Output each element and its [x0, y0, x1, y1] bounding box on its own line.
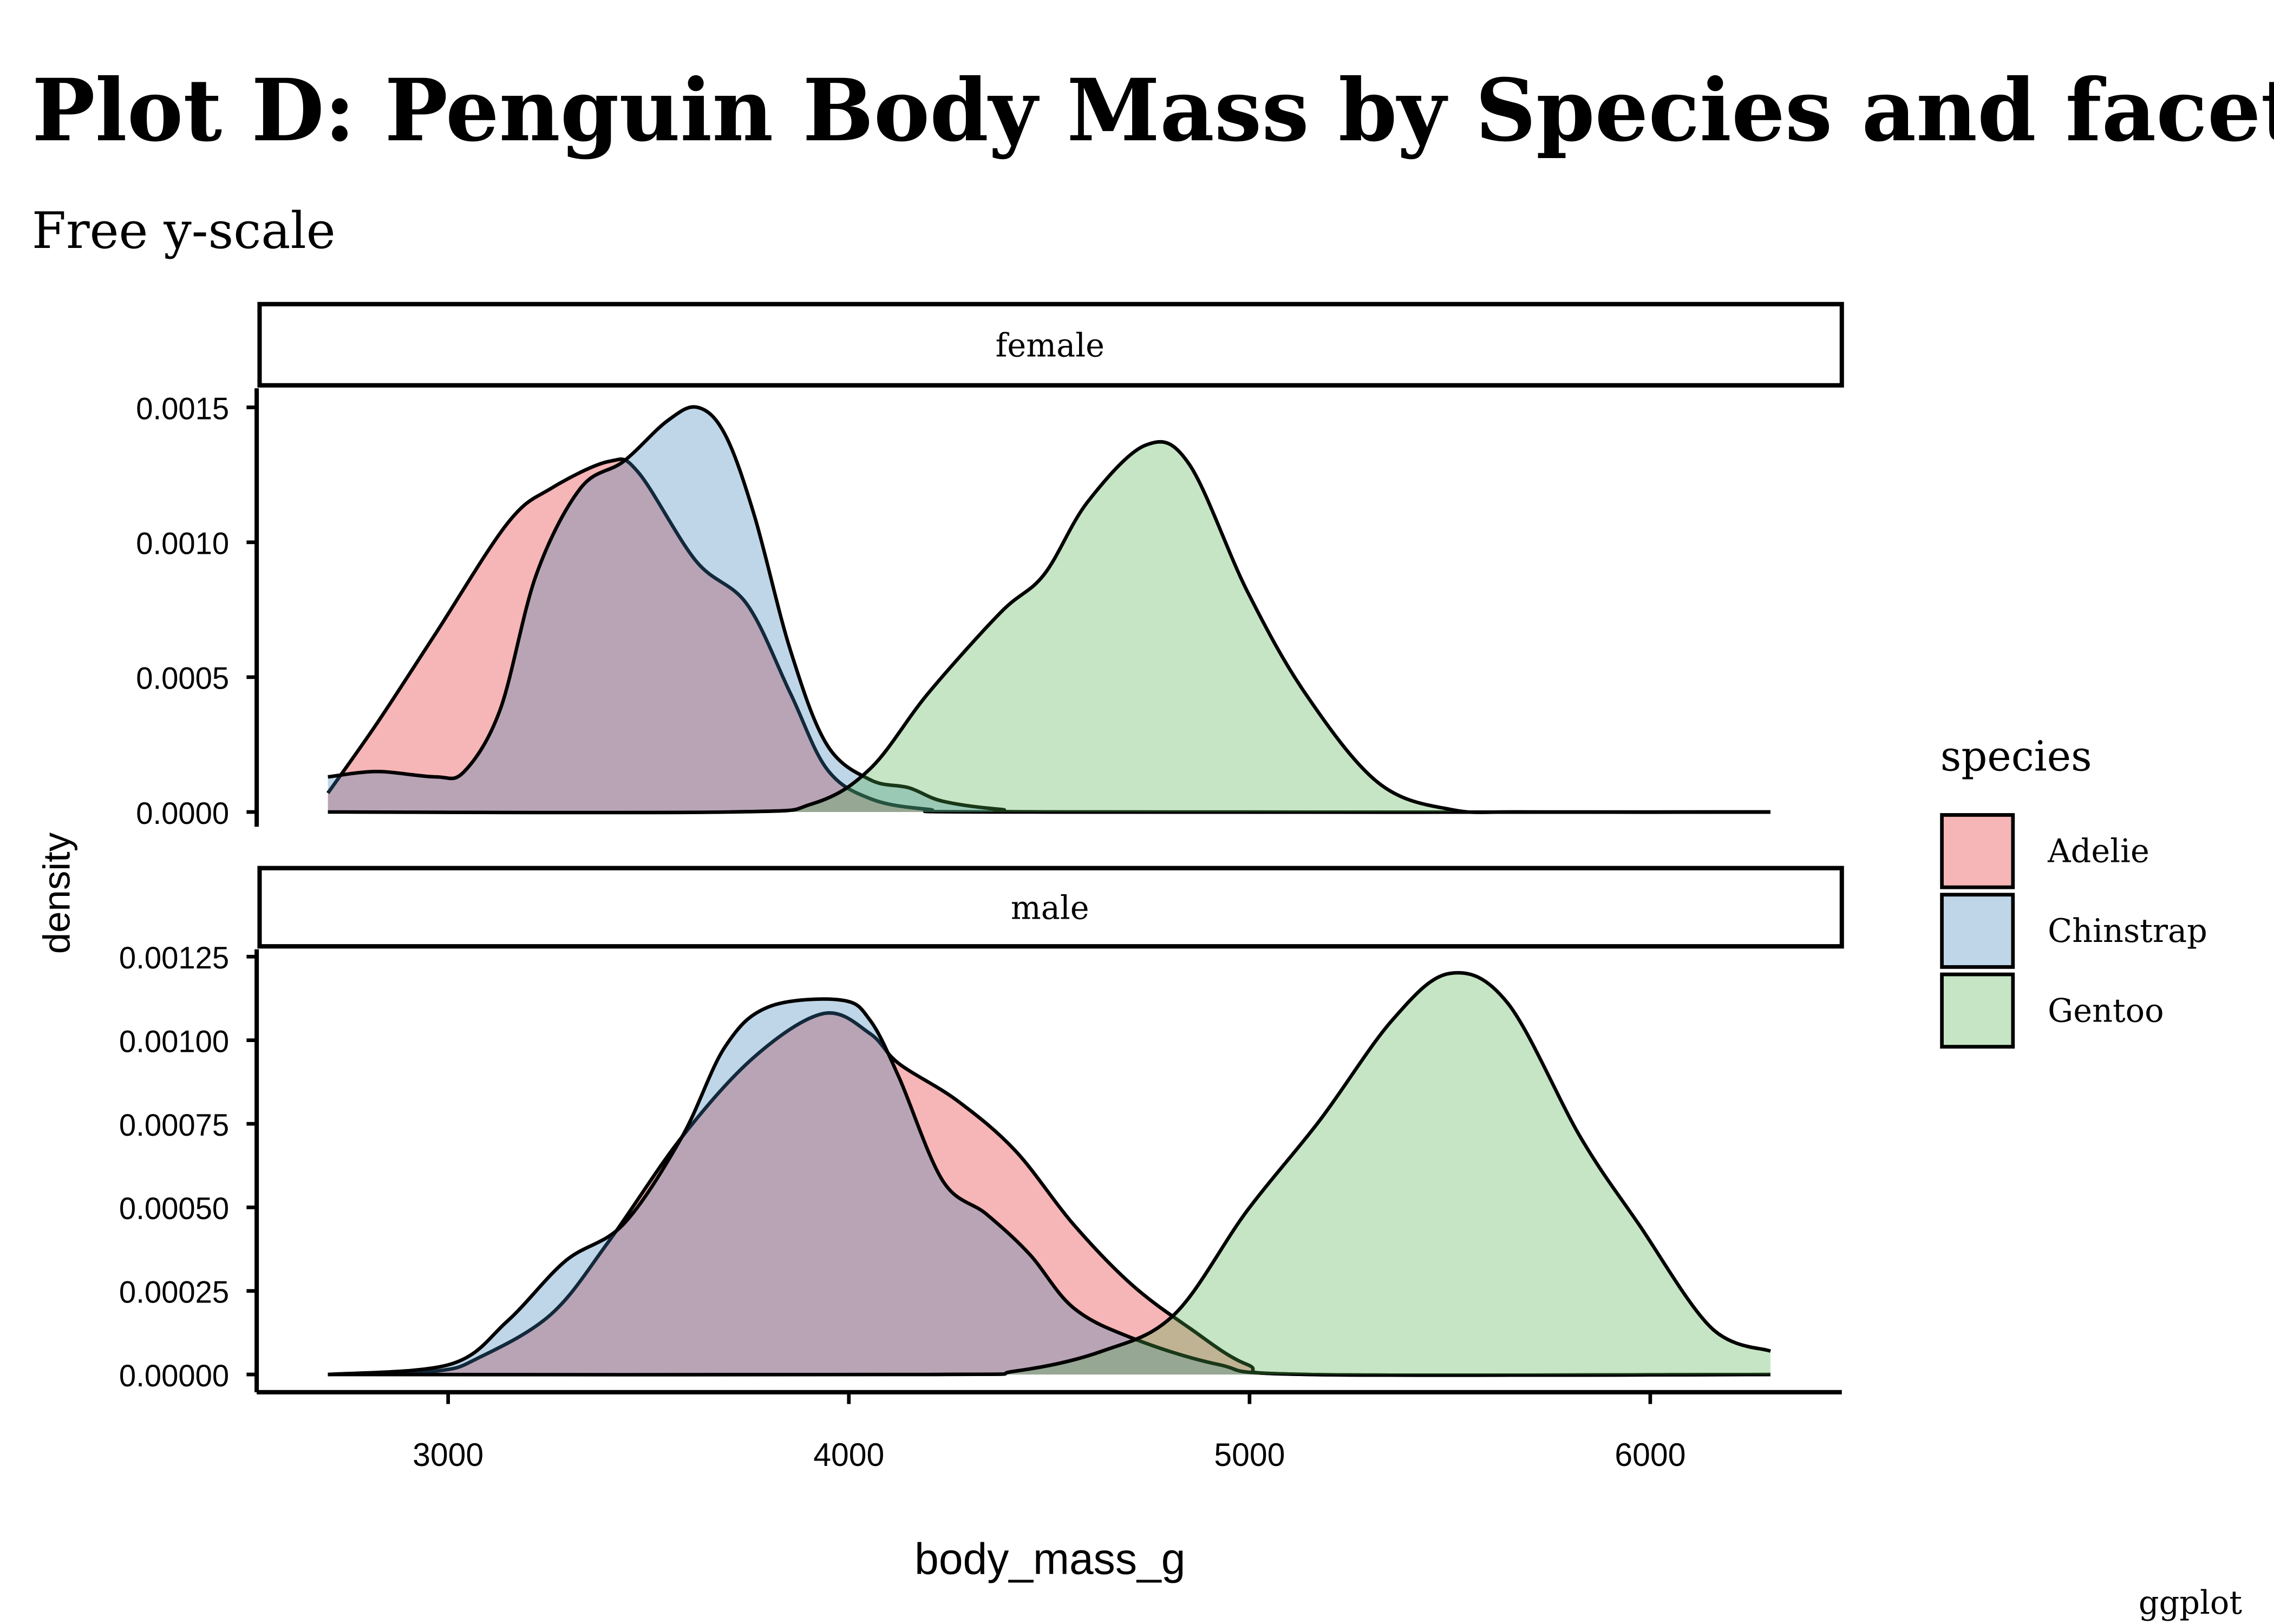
- density-line-adelie-male: [328, 1011, 1771, 1377]
- x-tick-label: 3000: [413, 1437, 483, 1474]
- x-tick-label: 4000: [813, 1437, 884, 1474]
- legend-swatch: [1940, 893, 2015, 969]
- density-line-chinstrap-male: [328, 997, 1771, 1377]
- caption: ggplot: [2139, 1584, 2242, 1622]
- y-tick-label: 0.0000: [136, 796, 229, 831]
- legend-item-adelie: Adelie: [1940, 813, 2149, 889]
- density-area-chinstrap-female: [328, 407, 1771, 813]
- density-area-chinstrap-male: [328, 999, 1771, 1376]
- panel-male: male 0.00000 0.00025 0.00050 0.00075 0.00100 0…: [119, 866, 1844, 1393]
- legend-label: Chinstrap: [2048, 913, 2207, 951]
- y-tick-label: 0.00025: [119, 1275, 229, 1310]
- y-tick-label: 0.00050: [119, 1192, 229, 1227]
- y-tick-label: 0.00000: [119, 1359, 229, 1393]
- density-line-chinstrap-female: [328, 405, 1771, 814]
- y-axis-label: density: [35, 833, 77, 954]
- y-tick-label: 0.00125: [119, 941, 229, 976]
- legend-swatch: [1940, 972, 2015, 1049]
- y-tick-label: 0.00100: [119, 1025, 229, 1059]
- legend-title: species: [1940, 732, 2092, 781]
- x-tick-label: 5000: [1214, 1437, 1285, 1474]
- density-area-gentoo-female: [328, 442, 1771, 813]
- y-tick-label: 0.00075: [119, 1108, 229, 1143]
- facet-strip: [257, 302, 1844, 388]
- density-area-gentoo-male: [328, 972, 1771, 1375]
- density-area-adelie-female: [328, 459, 1771, 813]
- density-line-gentoo-female: [328, 440, 1771, 815]
- legend-item-chinstrap: Chinstrap: [1940, 893, 2207, 969]
- density-line-gentoo-male: [328, 971, 1772, 1377]
- legend-label: Gentoo: [2048, 992, 2164, 1030]
- legend-item-gentoo: Gentoo: [1940, 972, 2164, 1049]
- facet-strip-label: female: [996, 327, 1105, 365]
- x-axis: 3000 4000 5000 6000: [257, 1390, 1842, 1474]
- y-tick-label: 0.0005: [136, 662, 229, 696]
- y-tick-label: 0.0015: [136, 392, 229, 427]
- facet-strip: [257, 866, 1844, 949]
- facet-strip-label: male: [1011, 889, 1089, 927]
- legend-label: Adelie: [2047, 833, 2149, 870]
- x-axis-label: body_mass_g: [914, 1535, 1185, 1584]
- x-tick-label: 6000: [1615, 1437, 1685, 1474]
- legend: species Adelie Chinstrap Gentoo: [1940, 732, 2207, 1049]
- panel-female: female 0.0000 0.0005 0.0010 0.0015: [136, 302, 1844, 831]
- y-tick-label: 0.0010: [136, 527, 229, 561]
- chart-title: Plot D: Penguin Body Mass by Species and…: [32, 60, 2274, 161]
- chart-subtitle: Free y-scale: [32, 201, 336, 260]
- legend-swatch: [1940, 813, 2015, 889]
